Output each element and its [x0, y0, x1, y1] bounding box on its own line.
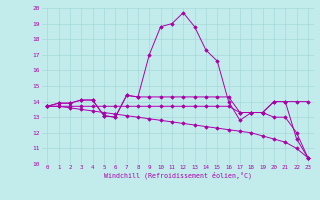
X-axis label: Windchill (Refroidissement éolien,°C): Windchill (Refroidissement éolien,°C)	[104, 172, 252, 179]
